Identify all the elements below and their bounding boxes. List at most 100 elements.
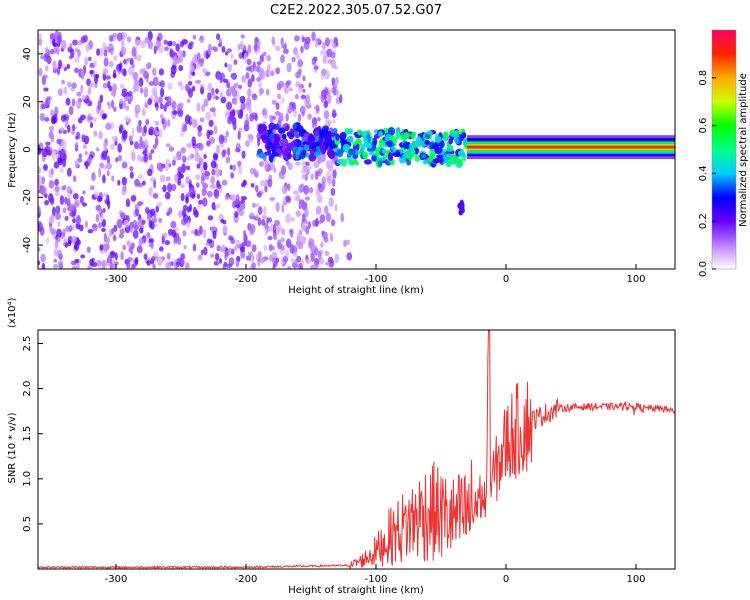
spectrogram-cell xyxy=(257,191,262,198)
spectrogram-cell xyxy=(285,249,290,258)
spectrogram-cell xyxy=(406,149,412,155)
spectrogram-cell xyxy=(303,184,309,195)
spectrogram-cell xyxy=(71,266,77,269)
spectrogram-cell xyxy=(67,81,72,88)
spectrogram-cell xyxy=(420,153,427,159)
spectrogram-cell xyxy=(57,88,63,97)
spectrogram-cell xyxy=(317,182,322,189)
spectrogram-cell xyxy=(126,57,132,62)
spectrogram-cell xyxy=(175,261,180,266)
spectrogram-cell xyxy=(146,260,151,266)
spectrogram-cell xyxy=(50,167,54,176)
spectrogram-cell xyxy=(98,167,102,178)
spectrogram-cell xyxy=(339,93,343,104)
spectrogram-cell xyxy=(152,263,156,269)
spectrogram-cell xyxy=(271,36,276,45)
spectrogram-cell xyxy=(410,131,416,140)
spectrogram-cell xyxy=(123,219,130,228)
spectrogram-cell xyxy=(68,225,73,232)
spectrogram-cell xyxy=(150,221,155,230)
spectrogram-cell xyxy=(179,183,186,189)
spectrogram-cell xyxy=(241,75,247,83)
spectrogram-cell xyxy=(249,113,254,122)
spectrogram-cell xyxy=(80,254,86,259)
spectrogram-cell xyxy=(127,99,132,105)
spectrogram-cell xyxy=(103,143,108,152)
spectrogram-cell xyxy=(210,160,217,169)
spectrogram-cell xyxy=(101,227,106,233)
spectrogram-cell xyxy=(120,46,127,56)
spectrogram-cell xyxy=(106,155,110,164)
spectrogram-cell xyxy=(132,229,139,239)
spectrogram-cell xyxy=(52,60,57,71)
spectrogram-cell xyxy=(301,174,306,180)
spectrogram-cell xyxy=(354,149,359,156)
spectrogram-cell xyxy=(281,133,287,140)
spectrogram-cell xyxy=(158,165,164,173)
spectrogram-cell xyxy=(295,82,301,88)
spectrogram-cell xyxy=(231,248,235,255)
spectrogram-cell xyxy=(331,109,337,119)
spectrogram-cell xyxy=(107,102,111,110)
spectrogram-cell xyxy=(269,223,275,233)
spectrogram-cell xyxy=(335,133,340,141)
spectrogram-cell xyxy=(100,213,104,222)
snr-panel: -300 -200 -100 0 100 0.5 1.0 1.5 2.0 2.5 Height … xyxy=(7,297,676,596)
spectrogram-cell xyxy=(39,112,45,122)
spectrogram-cell xyxy=(93,73,99,84)
spectrogram-cell xyxy=(271,99,277,105)
spectrogram-cell xyxy=(226,48,232,53)
spectrogram-cell xyxy=(150,242,154,250)
spectrogram-cell xyxy=(118,62,122,72)
spectrogram-cell xyxy=(217,42,222,48)
spectrogram-cell xyxy=(254,37,260,43)
spectrogram-cell xyxy=(328,150,336,160)
spectrogram-cell xyxy=(334,203,338,212)
spectrogram-cell xyxy=(325,159,331,169)
spectrogram-cell xyxy=(173,239,179,244)
spectrogram-cell xyxy=(132,71,139,81)
spectrogram-cell xyxy=(168,146,175,152)
spectrogram-cell xyxy=(206,238,213,244)
spectrogram-cell xyxy=(152,67,157,77)
spectrogram-cell xyxy=(57,35,62,45)
spectrogram-cell xyxy=(264,228,268,236)
spectrogram-cell xyxy=(131,151,136,162)
spectrogram-cell xyxy=(243,124,250,132)
spectrogram-cell xyxy=(48,179,55,189)
spectrogram-cell xyxy=(74,56,80,64)
y-tick-label: 1.5 xyxy=(22,426,33,442)
spectrogram-cell xyxy=(212,111,217,118)
spectrogram-cell xyxy=(218,134,225,145)
spectrogram-cell xyxy=(328,258,335,268)
spectrogram-cell xyxy=(298,184,304,194)
spectrogram-cell xyxy=(259,257,266,263)
spectrogram-cell xyxy=(308,153,317,162)
spectrogram-cell xyxy=(184,83,189,92)
spectrogram-cell xyxy=(187,43,193,50)
spectrogram-cell xyxy=(360,143,366,153)
spectrogram-cell xyxy=(178,210,183,218)
spectrogram-cell xyxy=(160,80,165,88)
spectrogram-cell xyxy=(311,31,316,42)
spectrogram-cell xyxy=(81,134,86,143)
spectrogram-cell xyxy=(434,145,439,154)
spectrogram-cell xyxy=(112,234,117,242)
spectrogram-cell xyxy=(109,49,114,56)
spectrogram-cell xyxy=(301,224,306,232)
spectrogram-cell xyxy=(346,239,351,246)
spectrogram-cell xyxy=(113,106,117,112)
spectrogram-cell xyxy=(60,114,67,122)
spectrogram-cell xyxy=(249,212,255,217)
spectrogram-cell xyxy=(111,264,117,269)
spectrogram-cell xyxy=(303,143,310,152)
spectrogram-cell xyxy=(298,241,304,250)
spectrogram-cell xyxy=(151,217,158,224)
spectrogram-cell xyxy=(138,81,142,87)
spectrogram-cell xyxy=(62,184,67,190)
spectrogram-cell xyxy=(154,136,159,147)
spectrogram-cell xyxy=(38,38,43,46)
spectrogram-cell xyxy=(296,255,302,263)
spectrogram-cell xyxy=(256,77,261,82)
spectrogram-cell xyxy=(158,217,163,223)
